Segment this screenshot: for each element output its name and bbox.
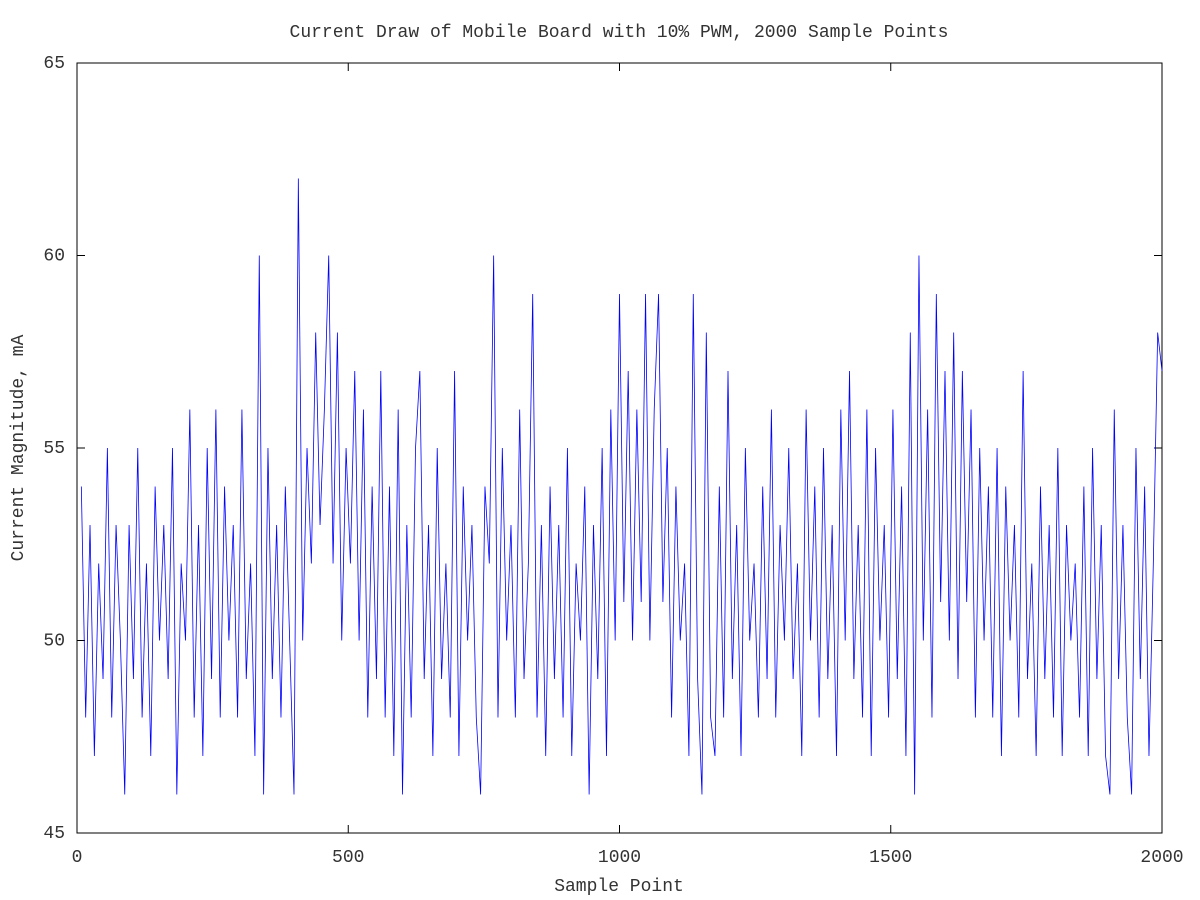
y-tick-label: 50 [43, 631, 65, 651]
x-tick-label: 0 [72, 848, 83, 868]
y-tick-label: 65 [43, 54, 65, 74]
x-axis-label: Sample Point [554, 877, 684, 897]
data-line [80, 178, 1163, 795]
x-tick-label: 500 [332, 848, 364, 868]
x-tick-label: 1500 [869, 848, 912, 868]
x-tick-label: 1000 [598, 848, 641, 868]
y-axis-label: Current Magnitude, mA [9, 334, 29, 561]
x-tick-label: 2000 [1140, 848, 1183, 868]
y-tick-label: 45 [43, 824, 65, 844]
chart-title: Current Draw of Mobile Board with 10% PW… [290, 23, 949, 43]
y-tick-label: 60 [43, 246, 65, 266]
y-tick-label: 55 [43, 439, 65, 459]
